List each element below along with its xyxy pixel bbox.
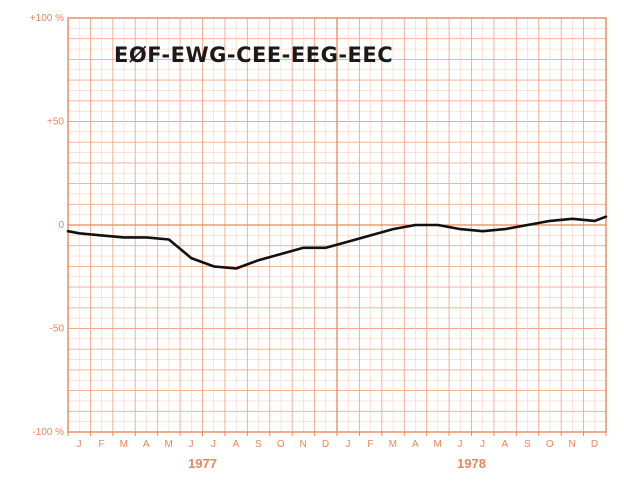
y-tick-label: 0	[58, 220, 64, 231]
x-tick-label: M	[164, 439, 173, 450]
series-point	[504, 228, 506, 230]
series-point	[392, 228, 394, 230]
series-point	[190, 257, 193, 259]
series-point	[347, 240, 350, 243]
x-tick-label: S	[255, 439, 262, 450]
year-label: 1977	[188, 456, 217, 471]
y-tick-label: -100 %	[32, 427, 64, 438]
x-tick-label: F	[98, 439, 105, 450]
x-tick-label: D	[322, 439, 330, 450]
x-tick-label: M	[120, 439, 129, 450]
series-point	[549, 220, 551, 222]
x-tick-label: J	[458, 439, 464, 450]
x-tick-label: A	[502, 439, 509, 450]
plot-frame	[67, 17, 607, 436]
x-tick-label: S	[524, 439, 531, 450]
x-tick-label: F	[367, 439, 374, 450]
x-tick-label: A	[233, 439, 240, 450]
x-tick-label: J	[189, 439, 195, 450]
series-point	[369, 234, 372, 237]
x-tick-label: A	[143, 439, 150, 450]
x-tick-label: M	[433, 439, 442, 450]
x-tick-label: J	[480, 439, 486, 450]
x-tick-label: D	[591, 439, 599, 450]
series-line	[66, 215, 608, 270]
x-tick-label: N	[300, 439, 308, 450]
y-tick-label: +100 %	[30, 13, 64, 24]
series-point	[302, 246, 305, 249]
series	[66, 215, 608, 270]
x-tick-label: J	[76, 439, 82, 450]
series-point	[168, 238, 170, 241]
series-point	[437, 224, 439, 226]
series-point	[257, 259, 260, 261]
x-tick-label: J	[345, 439, 351, 450]
series-point	[605, 215, 607, 218]
chart-title: EØF-EWG-CEE-EEG-EEC	[114, 43, 393, 67]
series-point	[67, 230, 69, 233]
series-point	[235, 267, 237, 270]
series-point	[571, 217, 574, 220]
y-axis-ticks: +100 % +50 0 -50 -100 %	[30, 13, 65, 438]
x-tick-label: O	[546, 439, 554, 450]
series-point	[100, 234, 103, 237]
year-label: 1978	[457, 456, 486, 471]
series-point	[212, 265, 215, 268]
x-tick-label: J	[211, 439, 217, 450]
series-point	[280, 253, 282, 255]
series-point	[459, 228, 462, 230]
y-tick-label: +50	[47, 117, 64, 128]
year-labels: 1977 1978	[188, 456, 486, 471]
x-tick-label: N	[569, 439, 577, 450]
series-point	[593, 220, 596, 222]
series-point	[481, 230, 484, 233]
series-point	[414, 224, 417, 226]
y-tick-label: -50	[50, 324, 65, 335]
series-point	[145, 236, 148, 239]
series-point	[123, 236, 125, 239]
series-point	[78, 232, 81, 235]
x-tick-label: A	[412, 439, 419, 450]
x-tick-label: M	[389, 439, 398, 450]
x-tick-label: O	[277, 439, 285, 450]
series-point	[526, 224, 529, 226]
series-point	[324, 246, 327, 249]
